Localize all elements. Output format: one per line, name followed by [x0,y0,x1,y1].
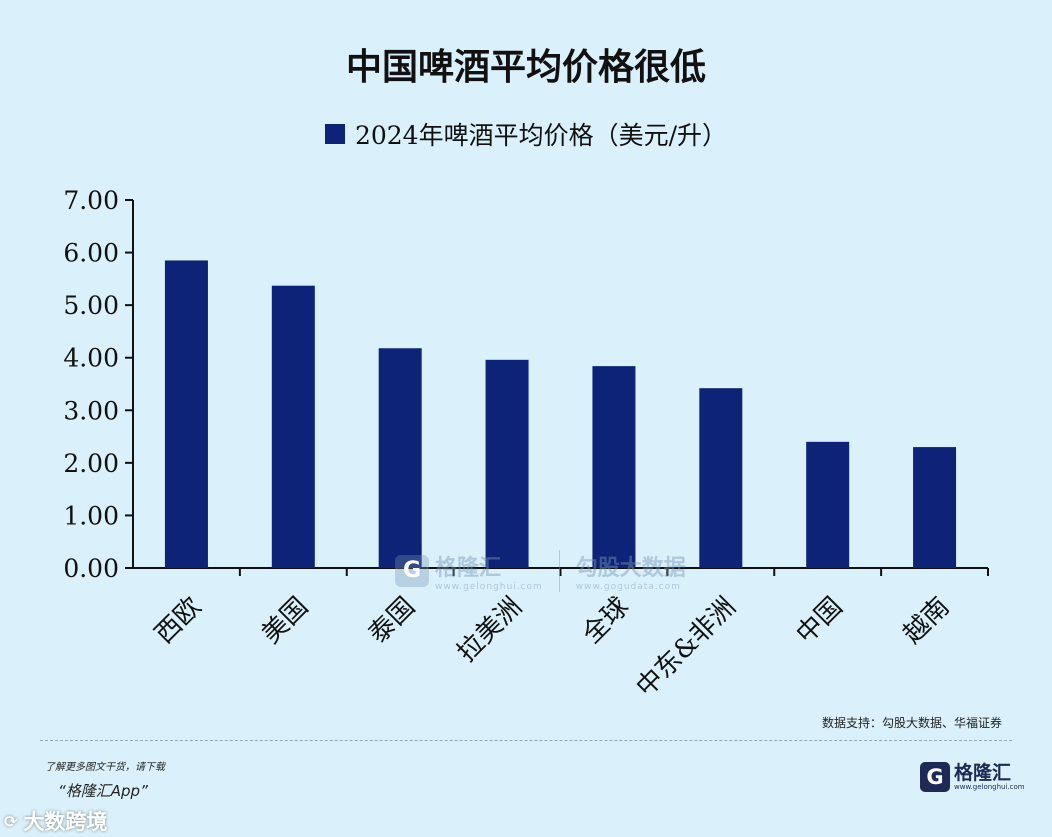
brand-name: 格隆汇 [954,762,1012,784]
chart-legend: 2024年啤酒平均价格（美元/升） [0,116,1052,152]
y-tick-label: 3.00 [63,396,119,425]
bars-layer [164,260,957,568]
watermark-url: www.gelonghui.com [435,582,543,592]
y-tick-label: 1.00 [63,501,119,530]
bar-1 [164,260,208,568]
watermark-name-2: 勾股大数据 [575,556,686,581]
corner-watermark: ⟳ 大数跨境 [4,806,107,836]
y-tick-label: 2.00 [63,449,119,478]
corner-watermark-text: 大数跨境 [23,810,108,834]
corner-logo-icon: ⟳ [4,811,18,831]
watermark-name: 格隆汇 [435,556,502,581]
x-tick-label: 西欧 [149,592,207,650]
axes-layer [125,199,989,576]
watermark: G 格隆汇 www.gelonghui.com 勾股大数据 www.goguda… [395,550,686,592]
watermark-divider [558,550,560,592]
y-tick-label: 4.00 [63,344,119,373]
x-tick-label: 中国 [791,592,849,650]
promo-text: 了解更多图文干货，请下载 [45,762,165,773]
x-tick-label: 越南 [898,592,956,650]
brand-logo: G 格隆汇 www.gelonghui.com [920,762,1025,792]
brand-logo-icon: G [920,762,950,792]
legend-swatch [324,124,345,144]
bar-4 [485,359,529,568]
bar-7 [806,441,850,568]
y-tick-label: 7.00 [63,186,119,215]
bar-3 [378,348,422,568]
promo-app-name: “格隆汇App” [58,782,148,800]
bar-5 [592,366,636,568]
legend-label: 2024年啤酒平均价格（美元/升） [354,121,728,150]
footer-divider [40,740,1012,741]
x-tick-label: 中东&非洲 [631,592,742,703]
x-tick-label: 拉美洲 [452,592,528,668]
bar-2 [271,285,315,568]
data-source-note: 数据支持：勾股大数据、华福证券 [821,716,1002,730]
bar-8 [913,447,957,568]
y-tick-label: 0.00 [63,554,119,583]
x-tick-label: 全球 [577,592,635,650]
brand-url: www.gelonghui.com [954,783,1025,791]
y-tick-label: 5.00 [63,291,119,320]
watermark-url-2: www.gogudata.com [575,582,681,592]
x-tick-label: 泰国 [363,592,421,650]
chart-title: 中国啤酒平均价格很低 [345,47,706,88]
bar-6 [699,388,743,568]
x-tick-label: 美国 [256,592,314,650]
watermark-logo-icon: G [395,555,429,587]
y-tick-label: 6.00 [63,239,119,268]
